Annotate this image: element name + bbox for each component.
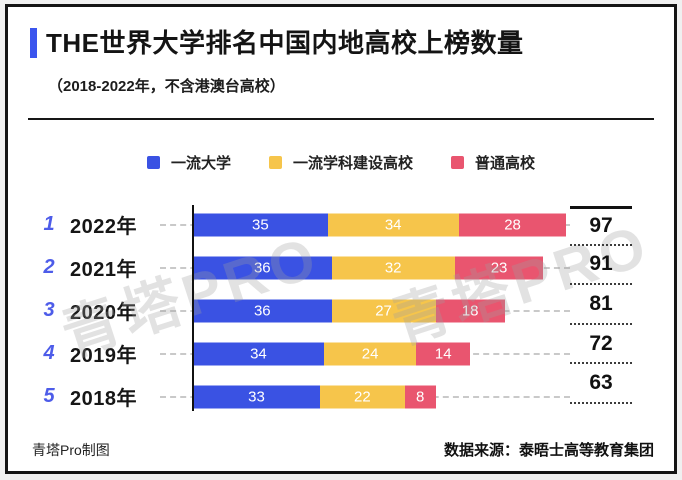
table-row: 1 2022年 35 34 28 <box>32 203 658 246</box>
year-label: 2021年 <box>70 259 137 281</box>
table-row: 5 2018年 33 22 8 <box>32 375 658 418</box>
row-total: 97 <box>570 206 632 246</box>
legend-label: 普通高校 <box>475 155 536 172</box>
bar-segment: 23 <box>454 256 544 279</box>
legend: 一流大学 一流学科建设高校 普通高校 <box>8 152 674 173</box>
header: THE世界大学排名中国内地高校上榜数量 （2018-2022年，不含港澳台高校） <box>30 27 674 96</box>
table-row: 2 2021年 36 32 23 <box>32 246 658 289</box>
legend-item-ordinary-university: 普通高校 <box>451 152 535 173</box>
bar-segment: 28 <box>458 213 567 236</box>
bar-rows: 1 2022年 35 34 28 2 2021年 36 32 23 3 2020年 36 27 18 4 201… <box>32 203 658 418</box>
bar-segment: 34 <box>327 213 459 236</box>
title-row: THE世界大学排名中国内地高校上榜数量 <box>30 27 674 59</box>
bar-zone: 34 24 14 <box>158 332 570 375</box>
totals-column: 97 91 81 72 63 <box>570 206 632 404</box>
year-label: 2018年 <box>70 388 137 410</box>
credit-text: 青塔Pro制图 <box>32 442 110 458</box>
legend-item-first-class-university: 一流大学 <box>146 152 231 173</box>
row-total: 63 <box>570 364 632 404</box>
subtitle: （2018-2022年，不含港澳台高校） <box>48 78 285 95</box>
bar-segment: 35 <box>193 213 328 236</box>
year-label: 2020年 <box>70 302 137 324</box>
bar-zone: 36 27 18 <box>158 289 570 332</box>
bar-segment: 27 <box>331 299 436 322</box>
title-accent-bar <box>30 28 37 58</box>
table-row: 4 2019年 34 24 14 <box>32 332 658 375</box>
rank-number: 2 <box>43 256 55 278</box>
bar-segment: 33 <box>193 385 321 408</box>
legend-label: 一流大学 <box>170 155 231 172</box>
legend-item-first-class-discipline: 一流学科建设高校 <box>268 152 413 173</box>
bar-segment: 36 <box>193 299 332 322</box>
y-axis-line <box>192 205 194 411</box>
legend-swatch-blue <box>146 156 160 169</box>
rank-number: 4 <box>43 342 55 364</box>
rank-number: 1 <box>43 213 55 235</box>
row-total: 91 <box>570 246 632 286</box>
footer: 青塔Pro制图 数据来源：泰晤士高等教育集团 <box>32 439 654 460</box>
bar-segment: 22 <box>320 385 405 408</box>
row-total: 72 <box>570 325 632 365</box>
rank-number: 3 <box>43 299 55 321</box>
year-label: 2019年 <box>70 345 137 367</box>
page-title: THE世界大学排名中国内地高校上榜数量 <box>46 28 524 58</box>
table-row: 3 2020年 36 27 18 <box>32 289 658 332</box>
bar-zone: 33 22 8 <box>158 375 570 418</box>
bar-segment: 14 <box>416 342 471 365</box>
data-source-text: 数据来源：泰晤士高等教育集团 <box>443 442 654 459</box>
bar-segment: 36 <box>193 256 332 279</box>
year-label: 2022年 <box>70 216 137 238</box>
row-total: 81 <box>570 285 632 325</box>
legend-swatch-pink <box>451 156 464 169</box>
bar-segment: 24 <box>323 342 417 365</box>
legend-swatch-yellow <box>268 156 282 169</box>
bar-segment: 32 <box>331 256 455 279</box>
rank-number: 5 <box>43 385 55 407</box>
bar-zone: 35 34 28 <box>158 203 570 246</box>
bar-segment: 34 <box>193 342 324 365</box>
bar-zone: 36 32 23 <box>158 246 570 289</box>
legend-label: 一流学科建设高校 <box>292 155 413 172</box>
chart-card: THE世界大学排名中国内地高校上榜数量 （2018-2022年，不含港澳台高校）… <box>5 4 677 474</box>
header-divider <box>28 118 654 120</box>
bar-segment: 8 <box>404 385 436 408</box>
stacked-bar-chart: 1 2022年 35 34 28 2 2021年 36 32 23 3 2020年 36 27 18 4 201… <box>32 203 658 418</box>
bar-segment: 18 <box>435 299 505 322</box>
